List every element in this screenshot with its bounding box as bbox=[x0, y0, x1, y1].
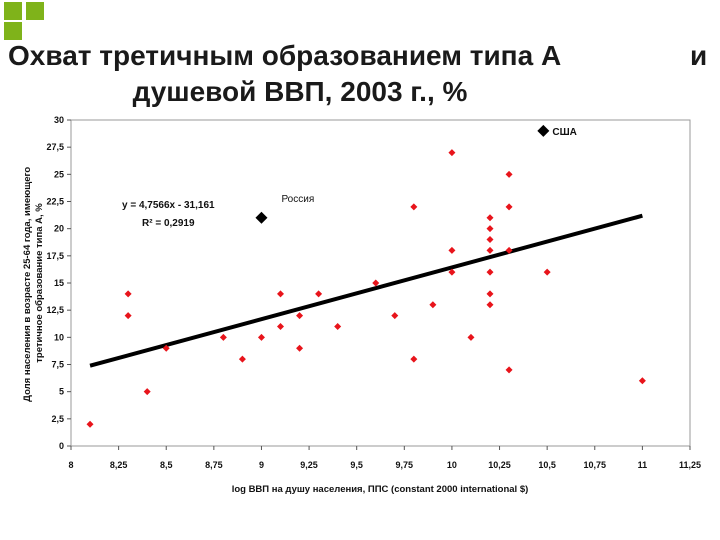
data-point bbox=[505, 366, 513, 374]
data-point bbox=[638, 377, 646, 385]
data-point bbox=[410, 355, 418, 363]
y-tick-label: 15 bbox=[54, 278, 64, 288]
highlighted-point bbox=[537, 124, 550, 137]
data-point bbox=[543, 268, 551, 276]
y-tick-label: 17,5 bbox=[46, 251, 64, 261]
data-point bbox=[505, 203, 513, 211]
bullet-square bbox=[4, 22, 22, 40]
data-point bbox=[486, 301, 494, 309]
data-point bbox=[410, 203, 418, 211]
data-point bbox=[486, 268, 494, 276]
bullet-square bbox=[26, 2, 44, 20]
data-point bbox=[238, 355, 246, 363]
x-tick-label: 11 bbox=[638, 460, 648, 470]
data-point bbox=[486, 225, 494, 233]
slide-title-line1: Охват третичным образованием типа А bbox=[8, 40, 562, 71]
y-tick-label: 30 bbox=[54, 115, 64, 125]
data-point bbox=[505, 170, 513, 178]
data-point bbox=[505, 246, 513, 254]
data-point bbox=[296, 344, 304, 352]
data-point bbox=[486, 214, 494, 222]
slide-title: Охват третичным образованием типа А и ду… bbox=[0, 38, 720, 108]
data-point bbox=[124, 290, 132, 298]
bullet-square bbox=[4, 2, 22, 20]
data-point bbox=[448, 149, 456, 157]
highlight-label: США bbox=[552, 127, 577, 138]
y-tick-label: 2,5 bbox=[51, 414, 64, 424]
title-bullets bbox=[0, 0, 60, 40]
y-tick-label: 5 bbox=[59, 387, 64, 397]
slide-title-line1-end: и bbox=[690, 40, 708, 71]
y-tick-label: 7,5 bbox=[51, 360, 64, 370]
y-tick-label: 20 bbox=[54, 224, 64, 234]
data-point bbox=[486, 290, 494, 298]
data-point bbox=[448, 268, 456, 276]
data-point bbox=[429, 301, 437, 309]
highlighted-point bbox=[255, 211, 268, 224]
data-point bbox=[162, 344, 170, 352]
data-point bbox=[277, 290, 285, 298]
slide-title-line2: душевой ВВП, 2003 г., % bbox=[132, 76, 468, 107]
x-tick-label: 8,5 bbox=[160, 460, 173, 470]
data-point bbox=[486, 236, 494, 244]
highlight-label: Россия bbox=[281, 194, 314, 205]
x-tick-label: 10,5 bbox=[538, 460, 556, 470]
data-point bbox=[448, 246, 456, 254]
y-tick-label: 27,5 bbox=[46, 142, 64, 152]
x-tick-label: 8,25 bbox=[110, 460, 128, 470]
x-tick-label: 10,25 bbox=[488, 460, 511, 470]
x-tick-label: 9 bbox=[259, 460, 264, 470]
data-point bbox=[315, 290, 323, 298]
x-tick-label: 11,25 bbox=[679, 460, 701, 470]
x-tick-label: 10,75 bbox=[584, 460, 607, 470]
data-point bbox=[86, 420, 94, 428]
y-tick-label: 22,5 bbox=[46, 197, 64, 207]
trend-r2: R² = 0,2919 bbox=[142, 218, 195, 229]
data-point bbox=[277, 322, 285, 330]
y-tick-label: 25 bbox=[54, 169, 64, 179]
data-point bbox=[467, 333, 475, 341]
data-point bbox=[296, 312, 304, 320]
y-tick-label: 0 bbox=[59, 441, 64, 451]
y-tick-label: 12,5 bbox=[46, 305, 64, 315]
data-point bbox=[372, 279, 380, 287]
data-point bbox=[143, 388, 151, 396]
x-tick-label: 9,5 bbox=[350, 460, 363, 470]
x-tick-label: 8,75 bbox=[205, 460, 223, 470]
x-tick-label: 8 bbox=[68, 460, 73, 470]
x-tick-label: 9,25 bbox=[300, 460, 318, 470]
x-axis-label: log ВВП на душу населения, ППС (constant… bbox=[232, 484, 529, 495]
data-point bbox=[257, 333, 265, 341]
plot-area bbox=[70, 119, 691, 447]
data-point bbox=[391, 312, 399, 320]
data-point bbox=[124, 312, 132, 320]
y-axis-label: Доля населения в возрасте 25-64 года, им… bbox=[22, 164, 45, 402]
x-tick-label: 10 bbox=[447, 460, 457, 470]
data-point bbox=[334, 322, 342, 330]
trend-equation: y = 4,7566x - 31,161 bbox=[122, 200, 215, 211]
y-tick-label: 10 bbox=[54, 332, 64, 342]
x-tick-label: 9,75 bbox=[396, 460, 414, 470]
trendline bbox=[89, 213, 643, 368]
data-point bbox=[219, 333, 227, 341]
data-point bbox=[486, 246, 494, 254]
